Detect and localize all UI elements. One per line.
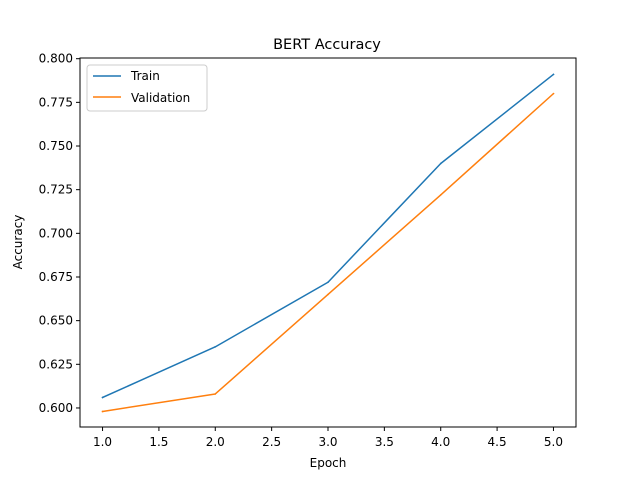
x-axis-ticks: 1.0 1.5 2.0 2.5 3.0 3.5 4.0 4.5 5.0 (93, 427, 563, 449)
data-point-validation (552, 92, 555, 95)
legend: Train Validation (86, 64, 208, 112)
y-tick-label: 0.775 (39, 95, 73, 109)
y-axis-ticks: 0.600 0.625 0.650 0.675 0.700 0.725 0.750 0.775… (39, 52, 80, 415)
y-tick-label: 0.750 (39, 139, 73, 153)
data-point-validation (101, 410, 104, 413)
data-point-train (214, 346, 217, 348)
data-point-train (101, 396, 104, 399)
x-tick-label: 2.5 (262, 435, 281, 449)
x-tick-label: 4.5 (488, 435, 507, 449)
x-tick-label: 1.0 (93, 435, 112, 449)
y-tick-label: 0.650 (39, 314, 73, 328)
data-point-validation (327, 293, 329, 296)
y-tick-label: 0.800 (39, 52, 73, 66)
legend-label-validation: Validation (131, 91, 190, 105)
x-tick-label: 5.0 (544, 435, 563, 449)
x-tick-label: 2.0 (206, 435, 225, 449)
y-axis-label: Accuracy (11, 215, 25, 270)
x-tick-label: 1.5 (149, 435, 168, 449)
data-point-train (439, 162, 442, 165)
y-tick-label: 0.700 (39, 226, 73, 240)
y-tick-label: 0.725 (39, 183, 73, 197)
series-layer (101, 73, 555, 413)
chart-title: BERT Accuracy (273, 37, 381, 53)
data-point-train (327, 281, 329, 284)
legend-label-train: Train (130, 69, 160, 83)
y-tick-label: 0.600 (39, 401, 73, 415)
x-tick-label: 4.0 (431, 435, 450, 449)
y-tick-label: 0.625 (39, 357, 73, 371)
data-point-train (552, 73, 555, 76)
data-point-validation (439, 194, 442, 196)
x-tick-label: 3.5 (375, 435, 394, 449)
data-point-validation (214, 393, 217, 395)
y-tick-label: 0.675 (39, 270, 73, 284)
x-tick-label: 3.0 (318, 435, 337, 449)
plot-frame (79, 57, 577, 428)
x-axis-label: Epoch (310, 456, 347, 470)
